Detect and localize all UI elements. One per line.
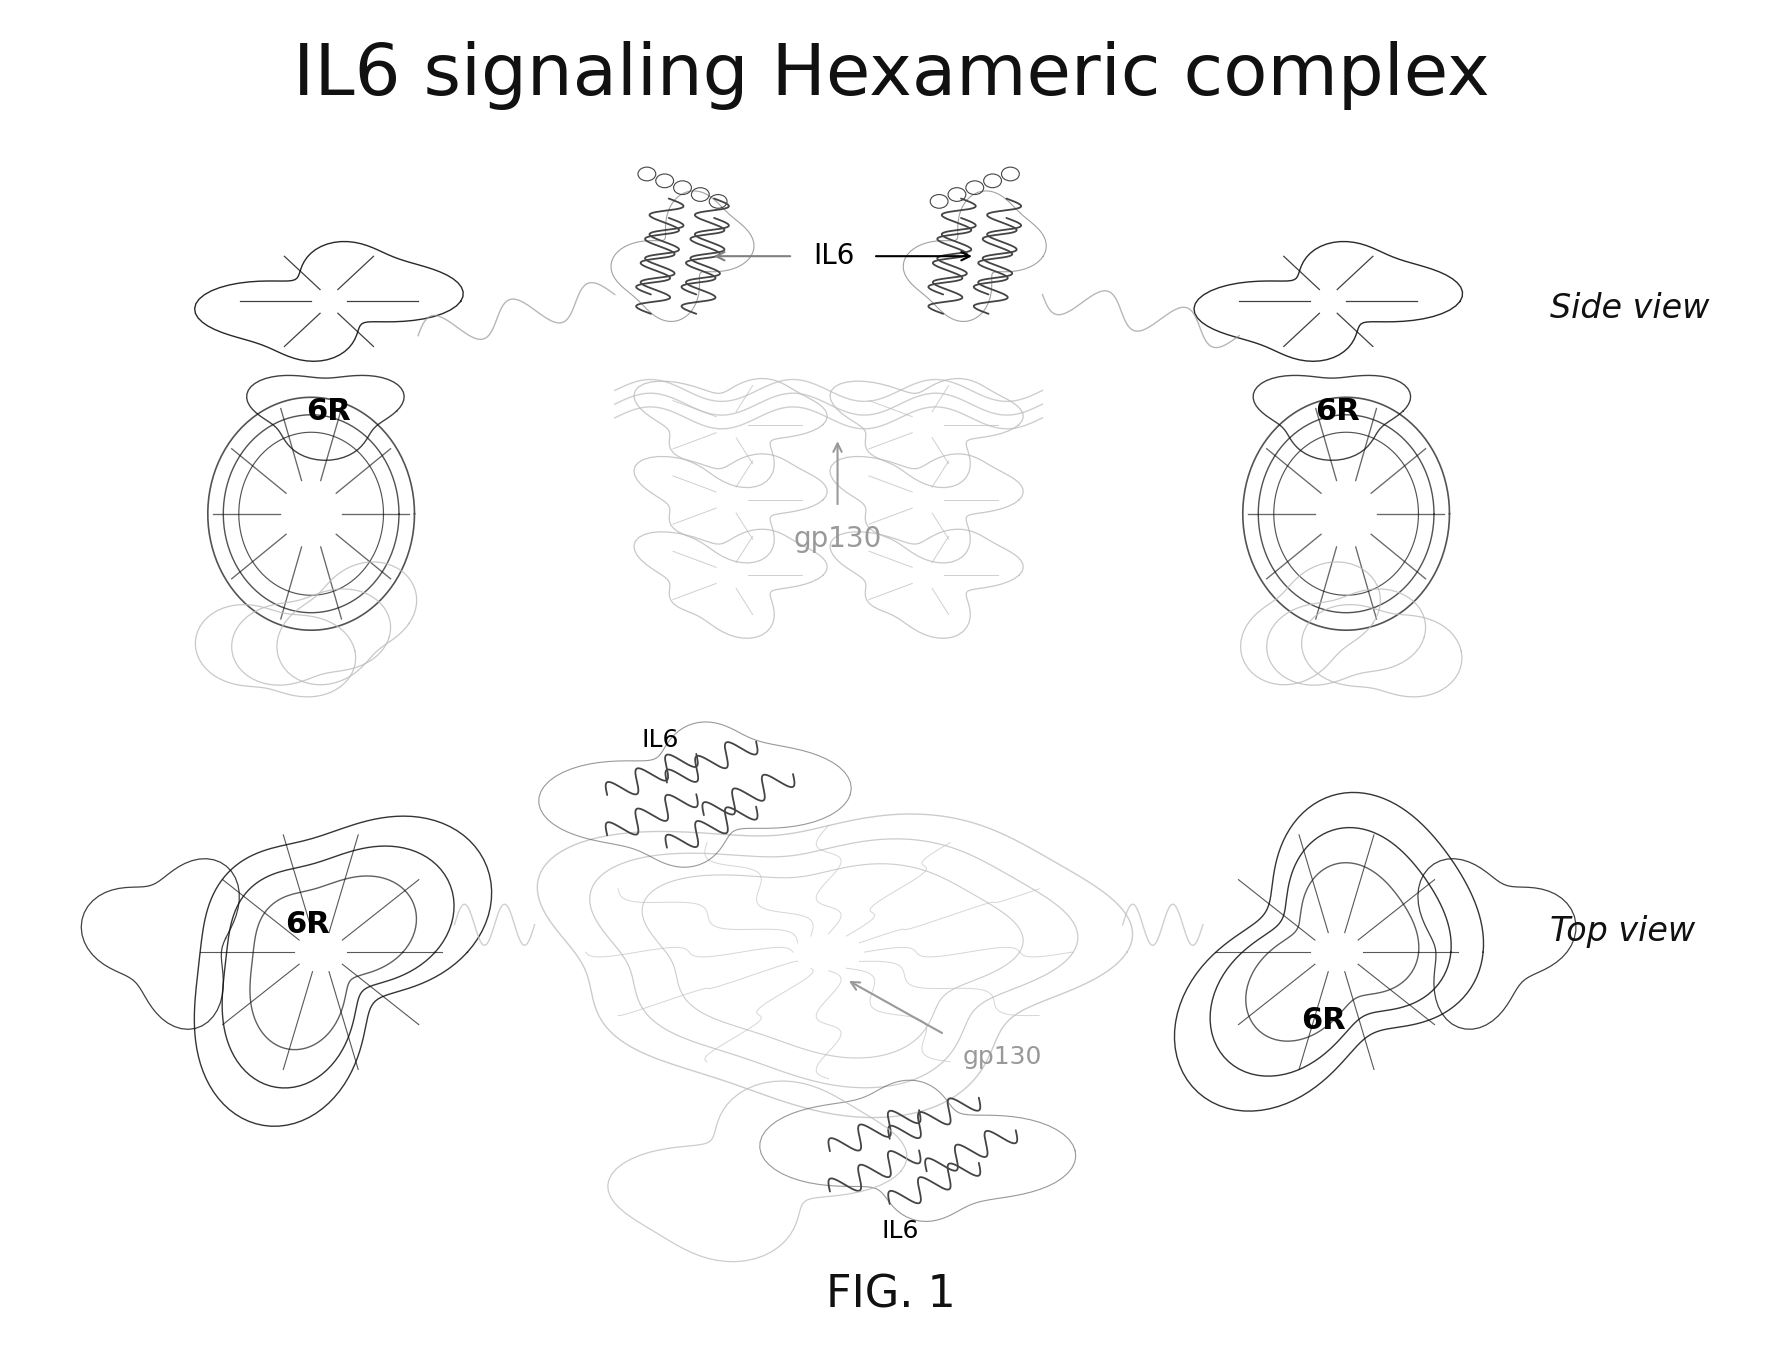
Text: IL6: IL6 xyxy=(642,727,679,752)
Text: 6R: 6R xyxy=(1301,1006,1345,1036)
Text: Side view: Side view xyxy=(1550,292,1709,325)
Text: 6R: 6R xyxy=(307,396,351,426)
Text: gp130: gp130 xyxy=(962,1045,1042,1070)
Text: FIG. 1: FIG. 1 xyxy=(827,1273,955,1317)
Text: 6R: 6R xyxy=(285,910,330,940)
Text: IL6: IL6 xyxy=(880,1219,920,1244)
Text: Top view: Top view xyxy=(1550,915,1695,948)
Text: gp130: gp130 xyxy=(793,525,882,552)
Text: IL6: IL6 xyxy=(813,242,855,270)
Text: 6R: 6R xyxy=(1315,396,1360,426)
Text: IL6 signaling Hexameric complex: IL6 signaling Hexameric complex xyxy=(292,41,1490,110)
